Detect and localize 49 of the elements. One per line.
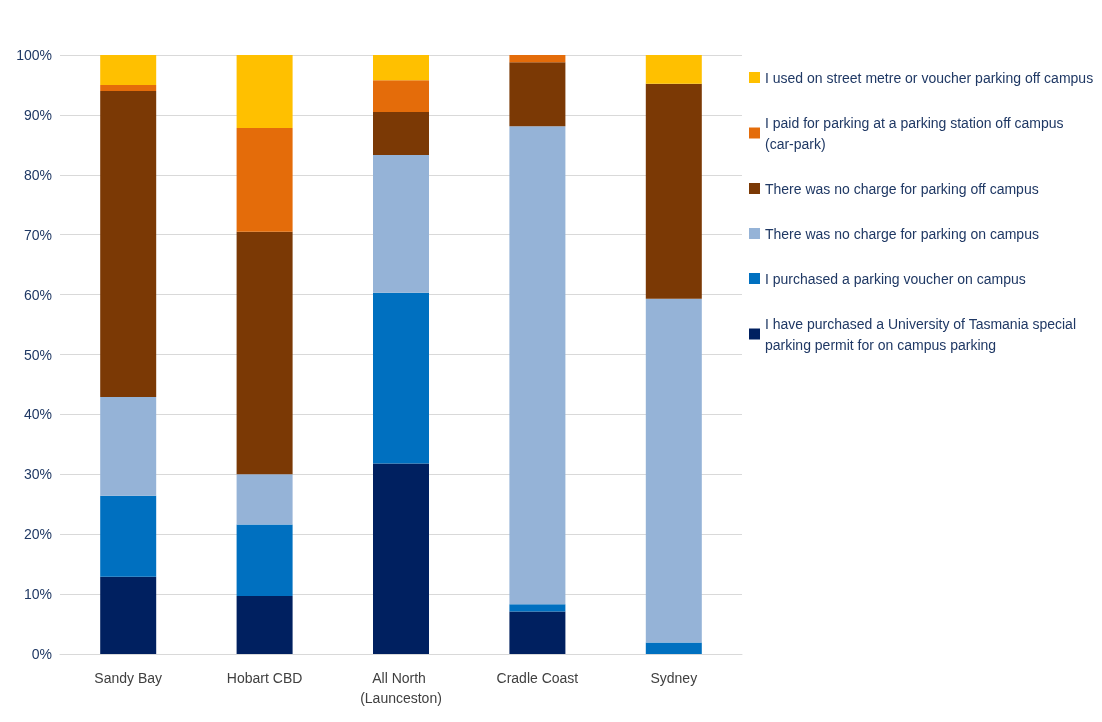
y-tick-label: 80%: [23, 166, 52, 183]
bar: [373, 55, 429, 81]
bar: [509, 55, 566, 63]
x-tick-label: Hobart CBD: [226, 670, 303, 686]
bar: [100, 90, 157, 398]
bar: [645, 83, 702, 299]
x-tick-label: Cradle Coast: [496, 670, 579, 686]
legend-label: There was no charge for parking off campus: [765, 180, 1039, 197]
bar: [236, 231, 293, 475]
bar: [645, 642, 702, 654]
bar: [509, 611, 566, 654]
y-tick-label: 50%: [23, 346, 52, 363]
bar: [100, 55, 157, 85]
bar: [509, 62, 566, 127]
y-tick-label: 100%: [16, 47, 52, 63]
y-tick-label: 10%: [23, 586, 52, 603]
legend-label: I used on street metre or voucher parking off campus: [765, 69, 1094, 86]
x-tick-label: All North (Launceston): [360, 670, 442, 706]
bar: [236, 595, 293, 654]
x-tick-label: Sandy Bay: [94, 670, 163, 686]
bar: [509, 604, 566, 612]
legend-label: I paid for parking at a parking station off campus (car-park): [765, 114, 1068, 152]
y-tick-label: 40%: [23, 406, 52, 423]
bar: [236, 524, 293, 596]
bar: [236, 128, 293, 232]
bar: [645, 55, 702, 84]
bar: [100, 397, 157, 496]
bar: [645, 298, 702, 643]
bar: [100, 576, 157, 654]
legend-label: I purchased a parking voucher on campus: [765, 270, 1026, 287]
bar: [373, 463, 429, 654]
y-tick-label: 70%: [23, 226, 52, 243]
y-tick-label: 60%: [23, 286, 52, 303]
bar: [509, 126, 566, 605]
legend-label: There was no charge for parking on campus: [765, 225, 1039, 242]
bar: [373, 80, 429, 112]
bar: [100, 84, 157, 91]
bar: [236, 474, 293, 525]
x-tick-label: Sydney: [650, 670, 698, 686]
bar: [236, 55, 293, 129]
bar: [373, 292, 429, 464]
legend-label: I have purchased a University of Tasmania special parking permit for on campus parking: [765, 315, 1080, 353]
bar: [373, 111, 429, 156]
y-tick-label: 30%: [23, 466, 52, 483]
bar: [100, 495, 157, 577]
y-tick-label: 20%: [23, 526, 52, 543]
y-tick-label: 90%: [23, 106, 52, 123]
bar: [373, 155, 429, 293]
y-tick-label: 0%: [31, 646, 52, 662]
